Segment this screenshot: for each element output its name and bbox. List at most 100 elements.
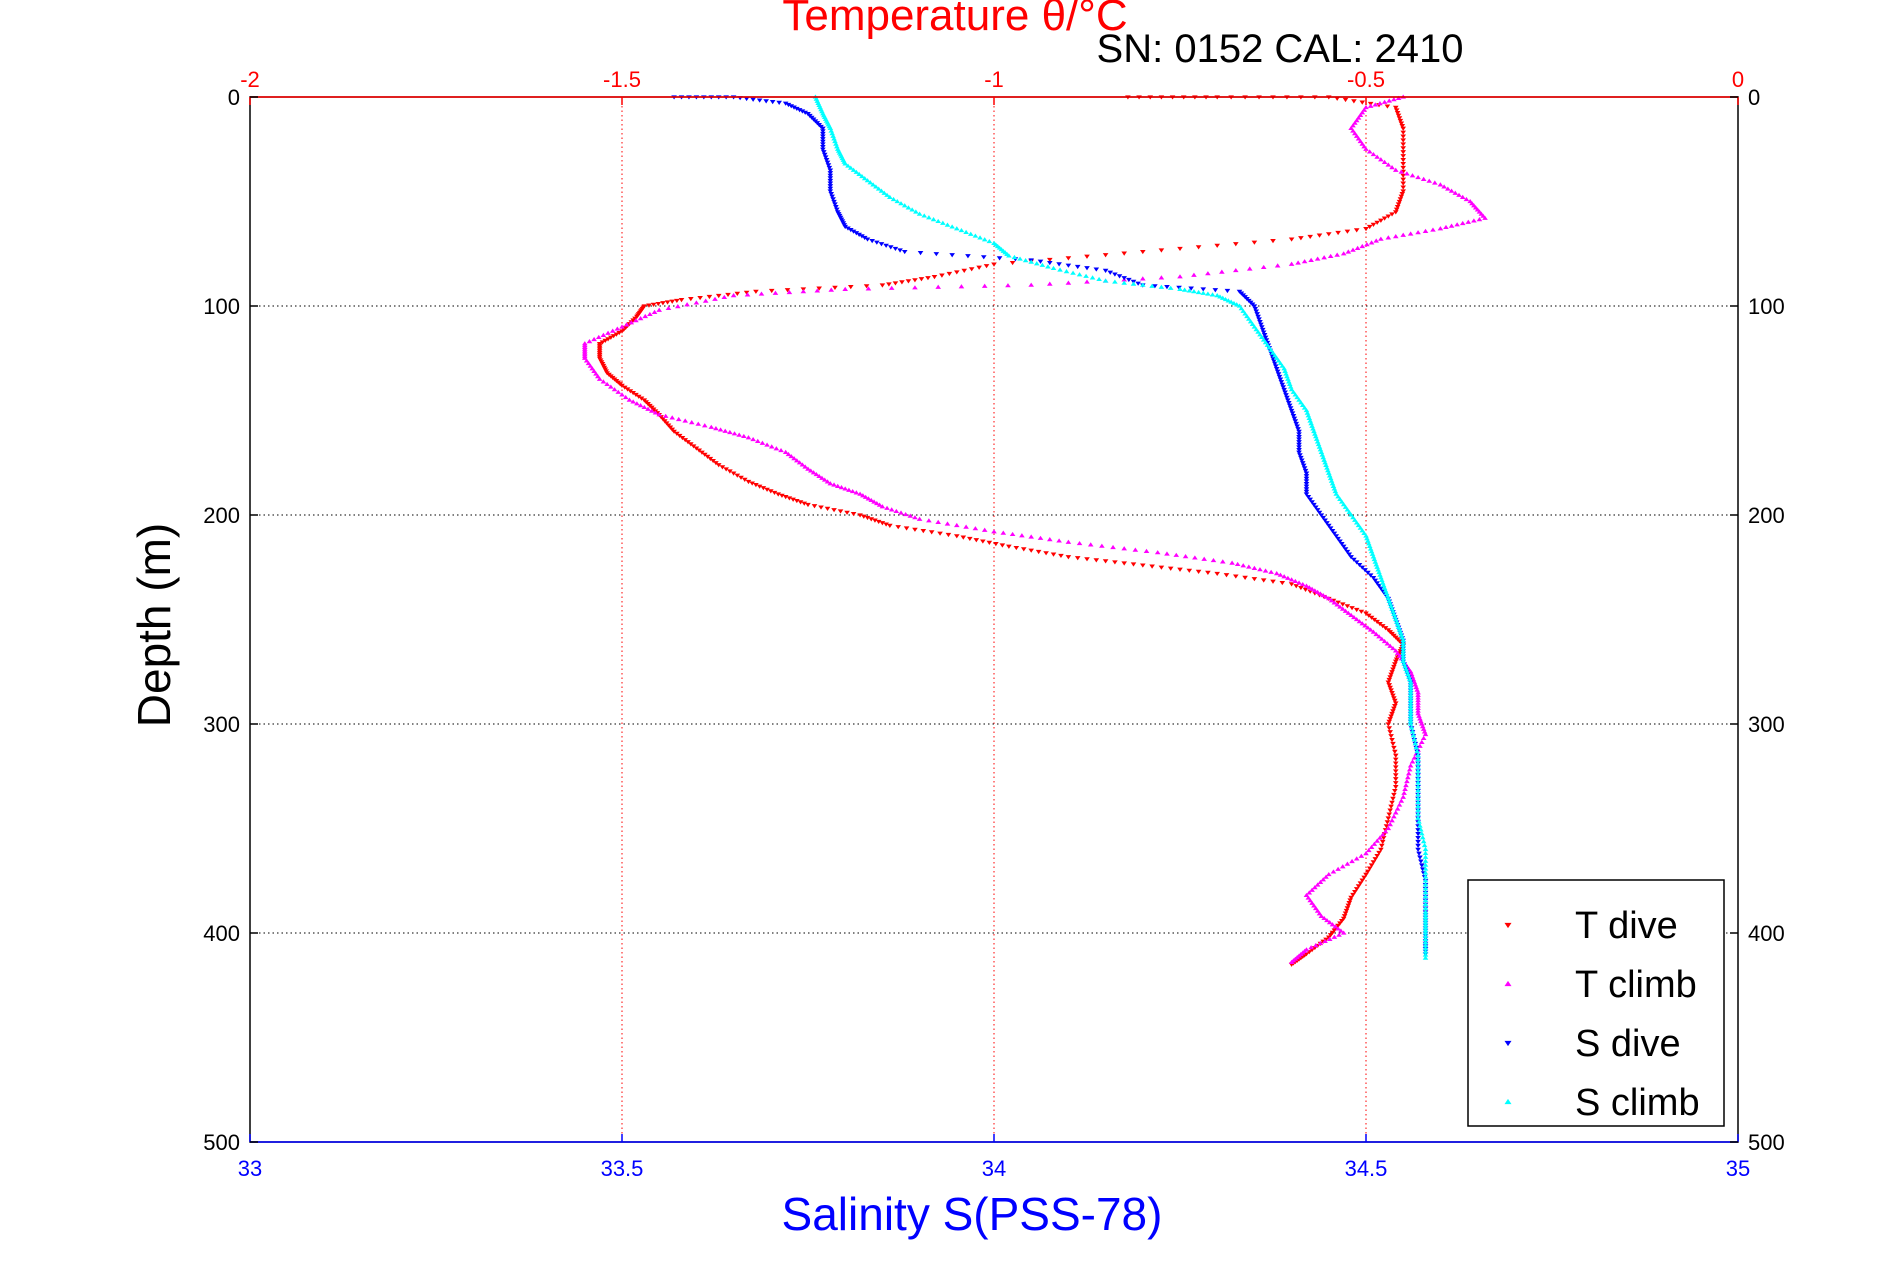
data-point: [1476, 217, 1483, 222]
tick-label-bottom: 33.5: [601, 1156, 644, 1181]
data-point: [1337, 604, 1343, 609]
data-point: [1465, 219, 1472, 224]
data-point: [1392, 233, 1399, 239]
data-point: [1391, 664, 1397, 670]
data-point: [912, 515, 918, 520]
data-point: [1311, 903, 1317, 908]
data-point: [608, 335, 614, 340]
tick-label-left: 300: [203, 712, 240, 737]
data-point: [1400, 126, 1406, 131]
data-point: [600, 332, 607, 337]
data-point: [1378, 847, 1384, 852]
data-point: [1271, 359, 1277, 364]
data-point: [827, 176, 834, 181]
data-point: [1401, 790, 1407, 795]
data-point: [861, 175, 868, 181]
data-point: [1399, 191, 1406, 197]
data-point: [1112, 560, 1118, 565]
data-point: [1352, 890, 1358, 895]
data-point: [1398, 194, 1405, 199]
data-point: [1390, 741, 1396, 747]
data-point: [833, 141, 839, 146]
data-point: [1393, 108, 1400, 113]
data-point: [1191, 272, 1197, 277]
data-point: [1056, 262, 1062, 267]
data-point: [1404, 669, 1410, 674]
data-point: [1368, 549, 1375, 554]
data-point: [1395, 202, 1402, 207]
data-point: [1373, 631, 1380, 637]
data-point: [977, 235, 983, 240]
data-point: [1405, 671, 1411, 677]
data-point: [879, 283, 886, 288]
data-point: [608, 384, 614, 389]
data-point: [786, 496, 793, 501]
data-point: [1164, 551, 1170, 556]
data-point: [1043, 551, 1049, 556]
data-point: [1255, 314, 1261, 319]
data-point: [1413, 684, 1420, 690]
data-point: [1303, 583, 1310, 588]
data-point: [1219, 269, 1225, 274]
data-point: [1407, 721, 1414, 726]
data-point: [874, 500, 880, 506]
data-point: [627, 389, 634, 394]
data-point: [1316, 233, 1323, 238]
data-point: [1331, 600, 1338, 605]
data-point: [1419, 831, 1425, 836]
data-point: [1407, 231, 1414, 236]
data-point: [816, 473, 822, 479]
data-point: [1400, 138, 1406, 143]
data-point: [719, 465, 726, 470]
data-point: [1362, 568, 1368, 573]
data-point: [1437, 226, 1444, 231]
data-point: [796, 460, 803, 465]
data-point: [1404, 778, 1410, 784]
data-point: [1422, 882, 1429, 887]
data-point: [1311, 428, 1317, 434]
data-point: [983, 264, 990, 269]
data-point: [1415, 705, 1421, 711]
data-point: [1084, 557, 1090, 562]
data-point: [1342, 504, 1349, 509]
data-point: [1039, 262, 1046, 267]
data-point: [1093, 558, 1100, 563]
data-point: [646, 303, 652, 308]
data-point: [1299, 581, 1306, 587]
data-point: [1314, 589, 1321, 595]
data-point: [856, 171, 862, 177]
data-point: [1351, 614, 1357, 620]
data-point: [1283, 393, 1289, 398]
data-point: [1392, 765, 1399, 770]
data-point: [1286, 379, 1292, 384]
data-point: [1339, 606, 1346, 611]
data-point: [1177, 567, 1183, 572]
data-point: [1364, 535, 1370, 541]
data-point: [1391, 814, 1397, 819]
tick-label-bottom: 35: [1726, 1156, 1750, 1181]
data-point: [1400, 150, 1406, 155]
legend-marker: [1504, 980, 1512, 987]
data-point: [1385, 680, 1392, 685]
tick-label-bottom: 34.5: [1345, 1156, 1388, 1181]
data-point: [1249, 321, 1256, 326]
data-point: [1297, 453, 1303, 458]
data-point: [1407, 713, 1414, 718]
data-point: [1296, 445, 1302, 450]
data-point: [849, 488, 856, 494]
data-point: [845, 163, 851, 168]
data-point: [1394, 110, 1401, 116]
data-point: [1112, 272, 1118, 277]
data-point: [1349, 858, 1355, 864]
data-point: [1353, 616, 1360, 622]
data-point: [1385, 816, 1392, 821]
data-point: [1345, 249, 1352, 254]
data-point: [1394, 622, 1401, 627]
data-point: [1407, 690, 1414, 695]
data-point: [633, 392, 639, 398]
data-point: [1398, 632, 1405, 637]
data-point: [868, 517, 875, 522]
data-point: [834, 207, 840, 212]
data-point: [1253, 326, 1260, 332]
data-point: [1065, 555, 1072, 560]
